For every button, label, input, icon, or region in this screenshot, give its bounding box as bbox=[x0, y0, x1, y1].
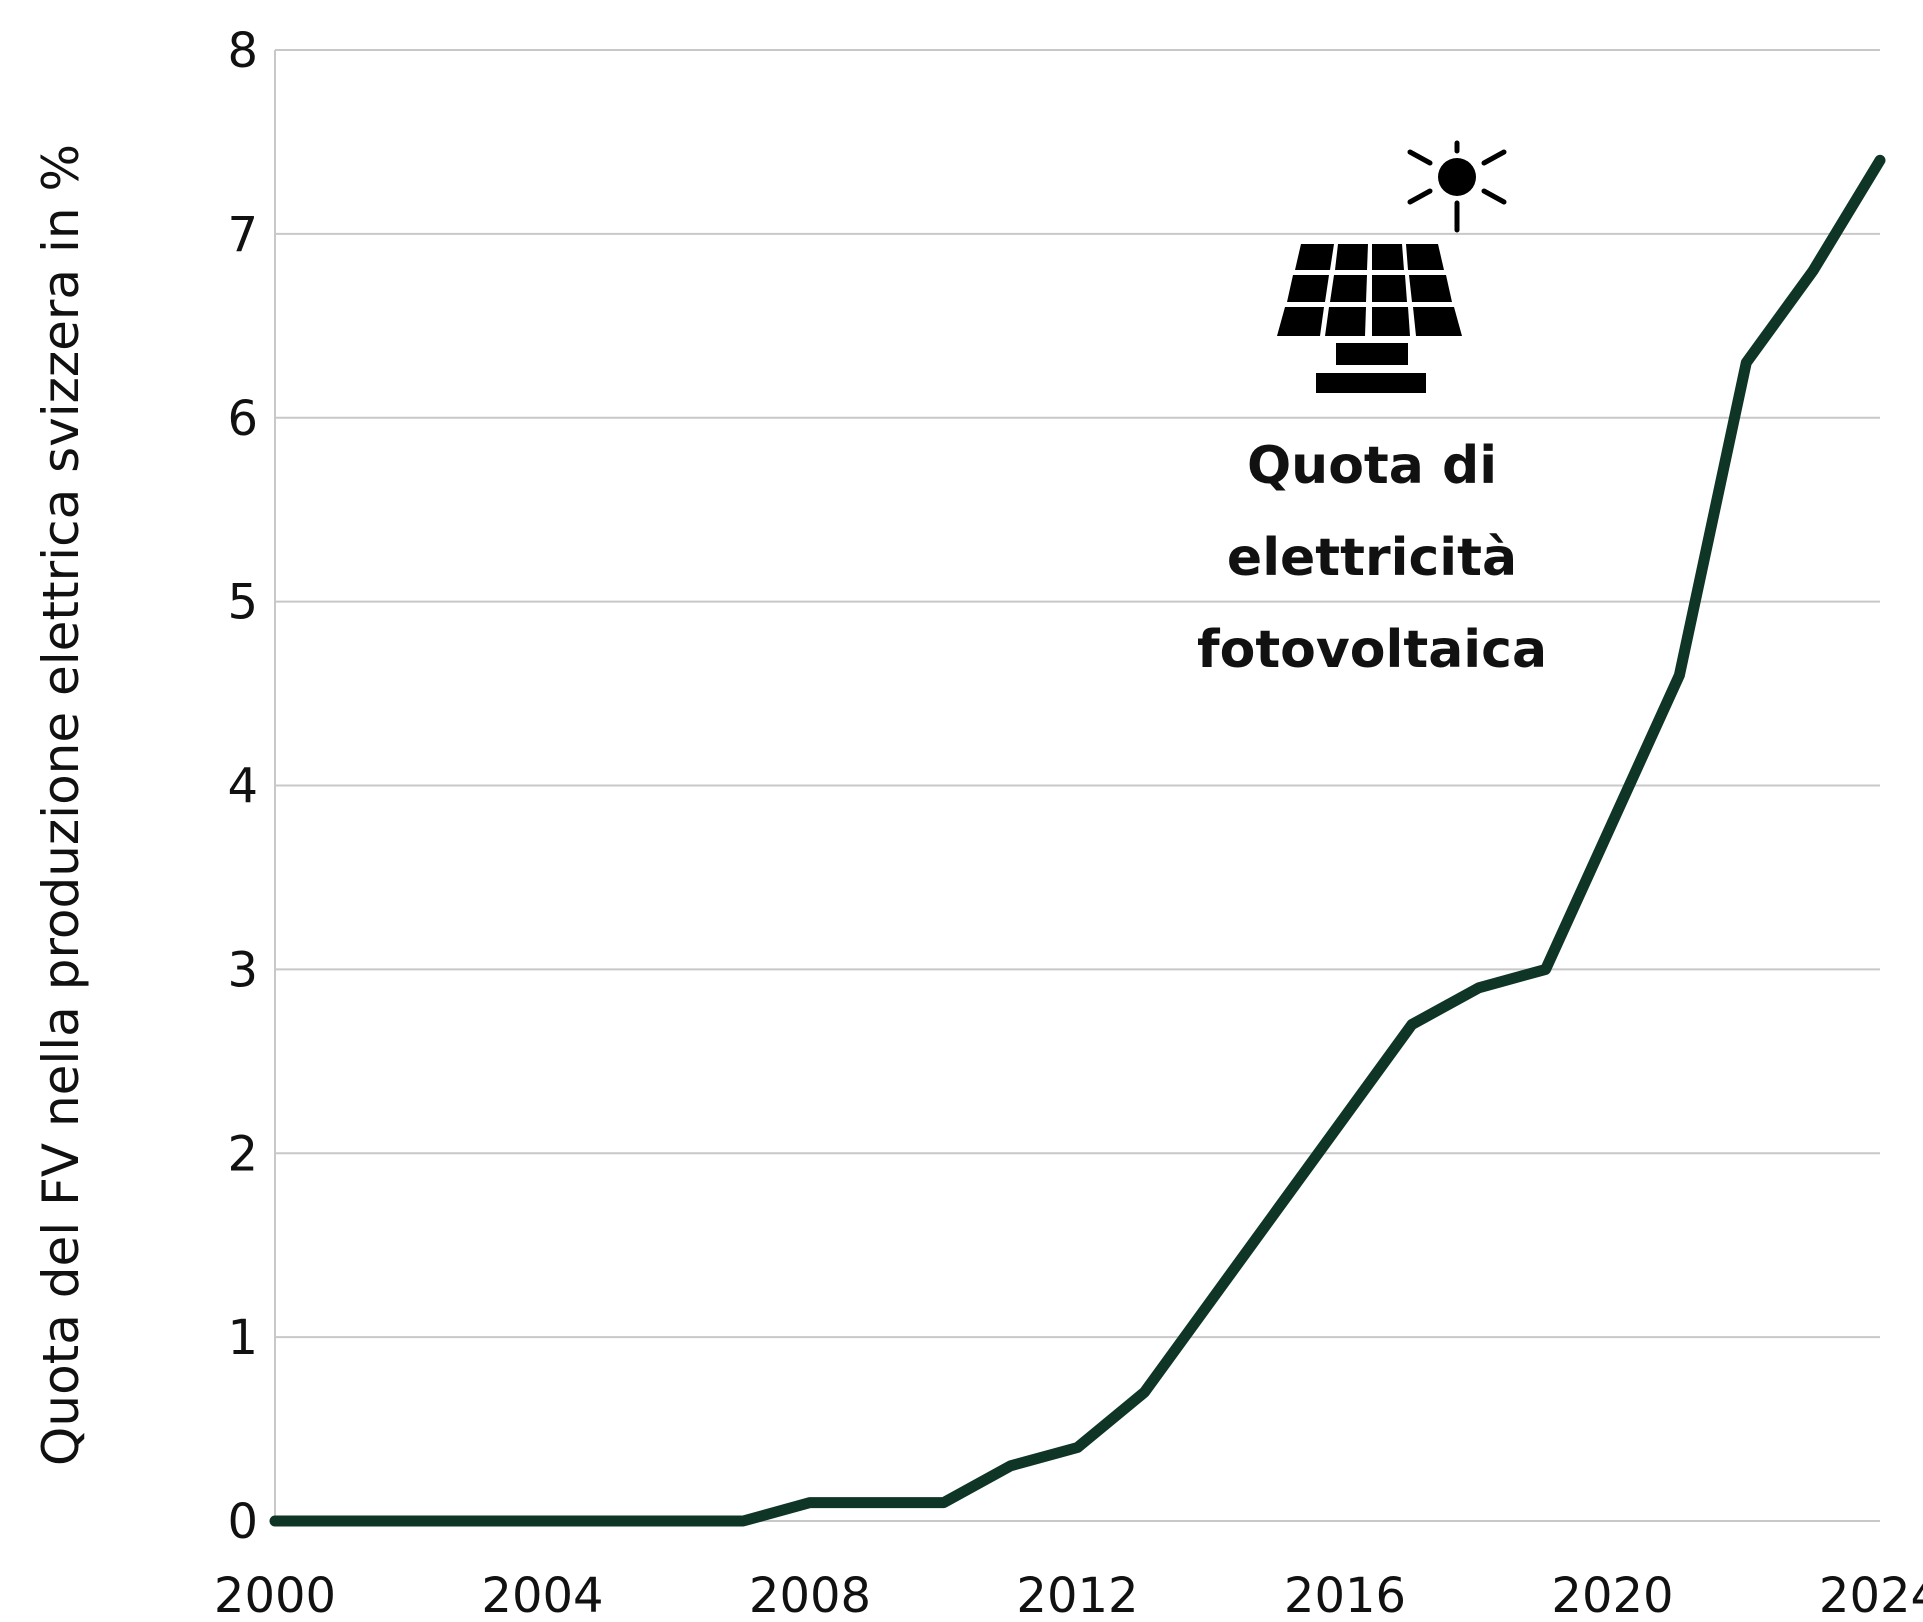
data-point bbox=[542, 1520, 544, 1522]
y-tick-label: 1 bbox=[227, 1310, 258, 1366]
data-point bbox=[1812, 270, 1814, 272]
data-point bbox=[408, 1520, 410, 1522]
x-tick-label: 2008 bbox=[749, 1568, 871, 1622]
y-tick-label: 0 bbox=[227, 1494, 258, 1550]
y-tick-label: 6 bbox=[227, 391, 258, 447]
x-tick-label: 2012 bbox=[1016, 1568, 1138, 1622]
data-point bbox=[475, 1520, 477, 1522]
data-point bbox=[809, 1502, 811, 1504]
series-line bbox=[269, 154, 1886, 1527]
annotation-text: Quota di elettricità fotovoltaica bbox=[1197, 436, 1547, 680]
x-tick-label: 2020 bbox=[1551, 1568, 1673, 1622]
y-tick-labels: 0 1 2 3 4 5 6 7 8 bbox=[227, 23, 258, 1550]
y-tick-label: 8 bbox=[227, 23, 258, 79]
x-tick-label: 2000 bbox=[214, 1568, 336, 1622]
data-point bbox=[1879, 159, 1881, 161]
gridlines bbox=[274, 49, 1880, 1522]
y-tick-label: 5 bbox=[227, 575, 258, 631]
data-point bbox=[1545, 968, 1547, 970]
x-tick-label: 2016 bbox=[1284, 1568, 1406, 1622]
data-point bbox=[1612, 821, 1614, 823]
x-tick-label: 2004 bbox=[481, 1568, 603, 1622]
y-tick-label: 3 bbox=[227, 942, 258, 998]
data-point bbox=[1678, 674, 1680, 676]
sun-icon bbox=[1407, 140, 1507, 233]
solar-panel-icon bbox=[1277, 244, 1462, 393]
data-point bbox=[742, 1520, 744, 1522]
data-point bbox=[341, 1520, 343, 1522]
data-point bbox=[608, 1520, 610, 1522]
y-axis-label: Quota del FV nella produzione elettrica … bbox=[32, 144, 90, 1466]
annotation-line: Quota di bbox=[1247, 436, 1497, 496]
y-tick-label: 4 bbox=[227, 759, 258, 815]
data-point bbox=[1077, 1446, 1079, 1448]
data-point bbox=[1344, 1115, 1346, 1117]
x-tick-labels: 2000 2004 2008 2012 2016 2020 2024 bbox=[214, 1568, 1923, 1622]
data-point bbox=[876, 1502, 878, 1504]
data-point bbox=[274, 1520, 276, 1522]
data-point bbox=[1210, 1299, 1212, 1301]
data-point bbox=[1143, 1391, 1145, 1393]
solar-panel-sun-icon bbox=[1277, 140, 1507, 393]
x-tick-label: 2024 bbox=[1819, 1568, 1923, 1622]
y-tick-label: 7 bbox=[227, 207, 258, 263]
annotation-line: elettricità bbox=[1227, 528, 1517, 588]
data-point bbox=[943, 1502, 945, 1504]
annotation-line: fotovoltaica bbox=[1197, 620, 1547, 680]
data-point bbox=[1277, 1207, 1279, 1209]
data-point bbox=[1010, 1465, 1012, 1467]
data-point bbox=[675, 1520, 677, 1522]
data-point bbox=[1478, 987, 1480, 989]
data-point bbox=[1745, 362, 1747, 364]
data-point bbox=[1411, 1024, 1413, 1026]
series-layer bbox=[269, 154, 1886, 1527]
y-tick-label: 2 bbox=[227, 1126, 258, 1182]
